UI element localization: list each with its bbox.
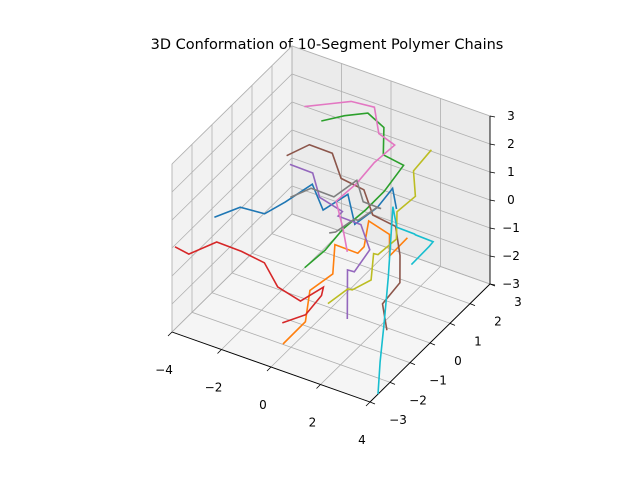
x-tick-mark xyxy=(266,366,272,372)
y-tick-mark xyxy=(469,303,476,307)
grid-lines xyxy=(171,45,491,403)
polymer-chain-5 xyxy=(289,163,371,320)
y-tick-label: −2 xyxy=(409,393,427,407)
grid-line-z xyxy=(171,185,491,305)
polymer-chain-3 xyxy=(304,112,405,269)
y-tick-label: 3 xyxy=(514,295,522,309)
z-tick-mark xyxy=(489,283,496,286)
polymer-chain-10 xyxy=(377,206,435,395)
z-tick-label: −1 xyxy=(502,221,520,235)
z-tick-mark xyxy=(489,255,496,258)
grid-line-z xyxy=(171,73,491,193)
x-tick-mark xyxy=(316,384,321,389)
x-tick-mark xyxy=(365,401,371,407)
y-tick-mark xyxy=(389,381,396,385)
polymer-chain-4 xyxy=(174,241,325,324)
axis-lines xyxy=(167,115,496,407)
series-lines xyxy=(174,100,435,395)
z-tick-mark xyxy=(489,171,496,174)
polymer-chain-2 xyxy=(282,219,408,345)
z-tick-label: 0 xyxy=(507,193,515,207)
grid-line-z xyxy=(171,45,491,165)
y-tick-label: −1 xyxy=(429,374,447,388)
y-tick-label: 2 xyxy=(494,315,502,329)
z-tick-mark xyxy=(489,227,496,230)
grid-line-z xyxy=(171,129,491,249)
polymer-chain-7 xyxy=(304,100,396,252)
x-tick-label: 0 xyxy=(259,398,267,412)
polymer-chain-8 xyxy=(289,178,382,234)
z-tick-mark xyxy=(489,199,496,202)
z-tick-mark xyxy=(489,115,496,118)
z-tick-label: −3 xyxy=(502,277,520,291)
y-tick-label: 1 xyxy=(474,334,482,348)
grid-line-z xyxy=(171,213,491,333)
x-tick-mark xyxy=(167,331,173,337)
polymer-chain-9 xyxy=(327,149,433,305)
y-tick-mark xyxy=(369,401,376,405)
x-tick-mark xyxy=(217,349,222,354)
polymer-chain-6 xyxy=(286,143,401,331)
x-tick-label: −2 xyxy=(205,381,223,395)
grid-line-z xyxy=(171,157,491,277)
y-tick-mark xyxy=(449,322,456,326)
z-tick-label: −2 xyxy=(502,249,520,263)
y-tick-label: −3 xyxy=(389,413,407,427)
chart-title: 3D Conformation of 10-Segment Polymer Ch… xyxy=(151,37,504,53)
z-tick-label: 2 xyxy=(507,137,515,151)
y-tick-mark xyxy=(409,362,416,366)
polymer-chain-1 xyxy=(214,183,398,226)
x-tick-label: −4 xyxy=(155,363,173,377)
grid-line-z xyxy=(171,101,491,221)
x-tick-label: 4 xyxy=(358,433,366,447)
y-tick-mark xyxy=(429,342,436,346)
y-tick-label: 0 xyxy=(454,354,462,368)
x-tick-label: 2 xyxy=(309,416,317,430)
z-tick-label: 3 xyxy=(507,109,515,123)
z-tick-mark xyxy=(489,143,496,146)
z-tick-label: 1 xyxy=(507,165,515,179)
